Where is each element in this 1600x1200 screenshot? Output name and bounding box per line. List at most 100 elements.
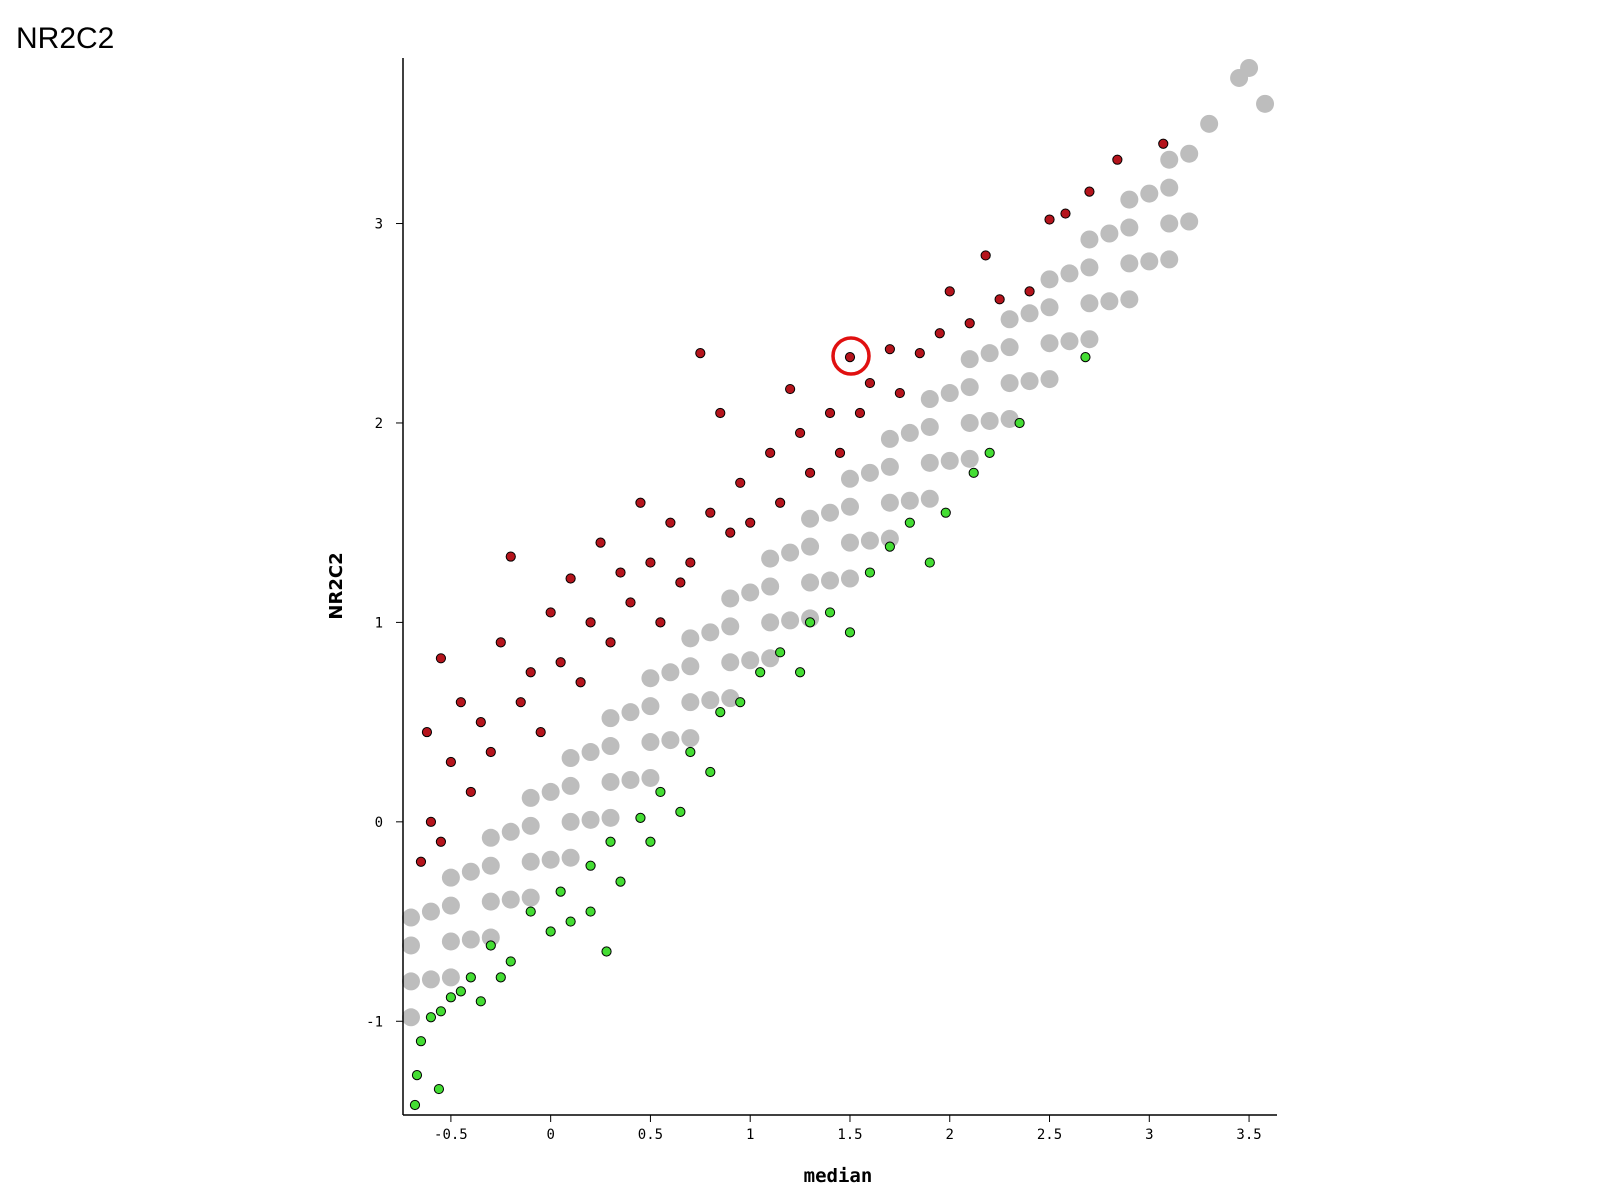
point bbox=[824, 607, 836, 618]
point bbox=[900, 423, 919, 442]
point bbox=[980, 250, 991, 261]
point bbox=[1120, 190, 1139, 209]
point bbox=[621, 703, 640, 722]
point bbox=[601, 772, 620, 791]
point bbox=[840, 533, 859, 552]
point bbox=[960, 378, 979, 397]
point bbox=[1044, 214, 1055, 225]
point bbox=[401, 1008, 420, 1027]
point bbox=[481, 828, 500, 847]
point bbox=[705, 507, 716, 518]
point bbox=[840, 569, 859, 588]
point bbox=[1140, 184, 1159, 203]
point bbox=[475, 717, 486, 728]
point bbox=[655, 786, 666, 798]
point bbox=[1080, 330, 1099, 349]
point bbox=[914, 348, 925, 359]
point bbox=[1120, 218, 1139, 237]
point bbox=[411, 1070, 423, 1081]
point bbox=[481, 856, 500, 875]
point bbox=[775, 647, 786, 658]
point bbox=[864, 377, 876, 389]
x-tick-label: -0.5 bbox=[434, 1127, 468, 1143]
point bbox=[641, 768, 660, 787]
point bbox=[695, 348, 706, 359]
point bbox=[561, 812, 580, 831]
point bbox=[1200, 114, 1219, 133]
point bbox=[1158, 138, 1169, 149]
y-tick-label: 2 bbox=[375, 416, 383, 432]
point bbox=[555, 657, 566, 668]
point bbox=[761, 649, 780, 668]
point bbox=[1180, 212, 1199, 231]
point bbox=[525, 906, 536, 917]
point bbox=[924, 557, 935, 568]
y-tick-label: -1 bbox=[366, 1014, 383, 1030]
point bbox=[1112, 154, 1123, 165]
point bbox=[535, 726, 546, 738]
point bbox=[824, 407, 836, 419]
point bbox=[1080, 352, 1091, 363]
point bbox=[601, 946, 612, 957]
point bbox=[1120, 290, 1139, 309]
point bbox=[1060, 332, 1079, 351]
point bbox=[481, 892, 500, 911]
x-tick-label: 2 bbox=[946, 1127, 954, 1143]
point bbox=[715, 407, 726, 419]
point bbox=[495, 637, 506, 648]
point bbox=[561, 848, 580, 867]
point bbox=[940, 384, 959, 403]
point bbox=[441, 896, 460, 915]
point bbox=[681, 693, 700, 712]
point bbox=[920, 453, 939, 472]
point bbox=[960, 350, 979, 369]
plot-area bbox=[401, 58, 1275, 1111]
point bbox=[675, 806, 686, 817]
point bbox=[421, 902, 440, 921]
point bbox=[575, 677, 586, 688]
point bbox=[585, 906, 596, 917]
x-tick-label: 3.5 bbox=[1236, 1127, 1261, 1143]
point bbox=[1180, 144, 1199, 163]
point bbox=[545, 607, 556, 618]
point bbox=[741, 583, 760, 602]
point bbox=[421, 726, 433, 738]
point bbox=[515, 697, 526, 708]
point bbox=[894, 387, 905, 399]
point bbox=[645, 557, 656, 568]
point bbox=[485, 940, 496, 951]
x-tick-label: 1.5 bbox=[837, 1127, 862, 1143]
point bbox=[1240, 58, 1259, 77]
point bbox=[1120, 254, 1139, 273]
point bbox=[601, 709, 620, 728]
highlight-ring bbox=[831, 336, 871, 376]
point bbox=[801, 509, 820, 528]
point bbox=[761, 613, 780, 632]
point bbox=[944, 286, 955, 297]
point bbox=[415, 1036, 427, 1047]
point bbox=[860, 463, 879, 482]
point bbox=[745, 517, 756, 528]
point bbox=[705, 766, 716, 778]
point bbox=[465, 786, 476, 798]
point bbox=[755, 667, 766, 678]
point bbox=[685, 557, 696, 568]
point bbox=[701, 623, 720, 642]
point bbox=[1100, 224, 1119, 243]
point bbox=[920, 417, 939, 436]
point bbox=[441, 968, 460, 987]
point bbox=[505, 956, 516, 967]
point bbox=[1024, 286, 1035, 297]
point bbox=[461, 930, 480, 949]
point bbox=[880, 429, 899, 448]
point bbox=[401, 908, 420, 927]
point bbox=[880, 529, 899, 548]
point bbox=[761, 549, 780, 568]
point bbox=[585, 860, 596, 871]
point bbox=[581, 810, 600, 829]
point bbox=[601, 808, 620, 827]
point bbox=[541, 782, 560, 801]
point bbox=[1100, 292, 1119, 311]
